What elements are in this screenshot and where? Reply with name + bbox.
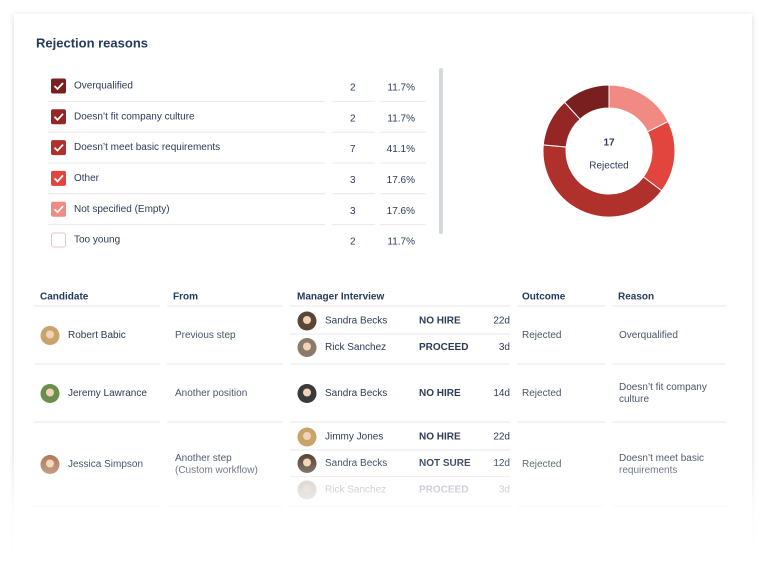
reason-count: 2 bbox=[350, 113, 356, 124]
donut-total: 17 bbox=[603, 138, 615, 149]
interview-days: 3d bbox=[499, 342, 510, 353]
check-mark bbox=[53, 113, 64, 122]
candidate-name[interactable]: Jeremy Lawrance bbox=[68, 388, 147, 399]
interview-status: PROCEED bbox=[419, 342, 468, 353]
interview-status: NO HIRE bbox=[419, 388, 461, 399]
interviewer-name: Rick Sanchez bbox=[325, 342, 386, 353]
checkbox[interactable] bbox=[51, 232, 66, 248]
candidate-name[interactable]: Robert Babic bbox=[68, 330, 126, 341]
column-header: Manager Interview bbox=[297, 292, 384, 303]
reason-label: Doesn’t meet basic requirements bbox=[74, 142, 220, 153]
reason-count: 3 bbox=[350, 175, 356, 186]
interviewer-name: Sandra Becks bbox=[325, 316, 387, 327]
interview-status: NO HIRE bbox=[419, 316, 461, 327]
reason: Overqualified bbox=[619, 330, 678, 341]
check-mark bbox=[53, 82, 64, 91]
donut-label: Rejected bbox=[589, 161, 628, 172]
fade-overlay bbox=[0, 455, 768, 565]
reason: Doesn’t fit company bbox=[619, 382, 707, 393]
reason-count: 2 bbox=[350, 237, 356, 248]
reason-count: 2 bbox=[350, 83, 356, 94]
reason-count: 3 bbox=[350, 206, 356, 217]
donut-segment bbox=[542, 144, 663, 218]
checkbox[interactable] bbox=[51, 78, 66, 94]
checkbox[interactable] bbox=[51, 109, 66, 125]
check-mark bbox=[53, 205, 64, 214]
avatar-face bbox=[46, 330, 54, 339]
interview-days: 14d bbox=[493, 388, 510, 399]
interviewer-name: Sandra Becks bbox=[325, 388, 387, 399]
avatar-face bbox=[303, 388, 311, 397]
column-header: Reason bbox=[618, 292, 654, 303]
reason-count: 7 bbox=[350, 144, 356, 155]
panel-title: Rejection reasons bbox=[36, 35, 148, 50]
interview-status: NO HIRE bbox=[419, 432, 461, 443]
check-mark bbox=[53, 174, 64, 183]
checkbox[interactable] bbox=[51, 140, 66, 156]
interview-days: 22d bbox=[493, 316, 510, 327]
avatar-face bbox=[303, 316, 311, 324]
outcome: Rejected bbox=[522, 330, 561, 341]
checkbox[interactable] bbox=[51, 170, 66, 186]
reason-percent: 41.1% bbox=[387, 144, 415, 155]
reason: culture bbox=[619, 394, 649, 405]
checkbox[interactable] bbox=[51, 201, 66, 217]
outcome: Rejected bbox=[522, 388, 561, 399]
reason-label: Too young bbox=[74, 235, 120, 246]
reason-label: Not specified (Empty) bbox=[74, 204, 170, 215]
reason-label: Other bbox=[74, 173, 100, 184]
from: Another position bbox=[175, 388, 247, 399]
interview-days: 22d bbox=[493, 432, 510, 443]
reason-label: Doesn’t fit company culture bbox=[74, 111, 195, 122]
avatar-face bbox=[303, 432, 311, 440]
avatar-face bbox=[46, 388, 54, 397]
column-header: Outcome bbox=[522, 292, 566, 303]
reason-percent: 11.7% bbox=[387, 113, 415, 124]
column-header: Candidate bbox=[40, 292, 89, 303]
reason-percent: 17.6% bbox=[387, 175, 415, 186]
reason-percent: 11.7% bbox=[387, 237, 415, 248]
check-mark bbox=[53, 143, 64, 152]
donut-segment bbox=[563, 84, 610, 120]
reason-percent: 11.7% bbox=[387, 83, 415, 94]
interviewer-name: Jimmy Jones bbox=[325, 432, 383, 443]
reason-percent: 17.6% bbox=[387, 206, 415, 217]
column-header: From bbox=[173, 292, 198, 303]
avatar-face bbox=[303, 342, 311, 351]
from: Previous step bbox=[175, 330, 236, 341]
reason-label: Overqualified bbox=[74, 81, 133, 92]
